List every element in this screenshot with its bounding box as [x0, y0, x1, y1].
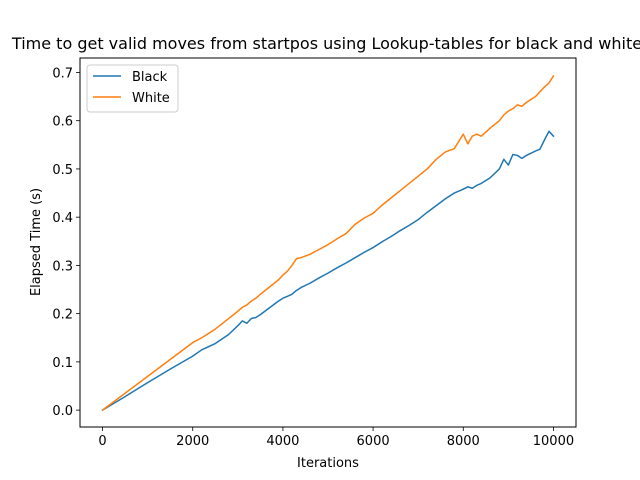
- plot-frame: [79, 57, 577, 428]
- series-line-white: [101, 74, 555, 412]
- y-tick-label: 0.1: [52, 356, 73, 371]
- x-tick-label: 8000: [447, 434, 480, 449]
- y-tick-label: 0.5: [52, 163, 73, 178]
- series-layer: [101, 74, 555, 412]
- y-tick-label: 0.2: [52, 308, 73, 323]
- legend: Black White: [86, 64, 179, 113]
- x-tick-label: 6000: [357, 434, 390, 449]
- y-axis-label: Elapsed Time (s): [29, 188, 44, 296]
- x-tick-label: 0: [98, 434, 106, 449]
- x-tick-label: 10000: [533, 434, 574, 449]
- y-axis: 0.0 0.1 0.2 0.3 0.4 0.5 0.6 0.7: [52, 66, 80, 419]
- y-tick-label: 0.3: [52, 259, 73, 274]
- chart-title: Time to get valid moves from startpos us…: [11, 34, 640, 53]
- y-tick-label: 0.6: [52, 115, 73, 130]
- series-line-black: [101, 130, 555, 412]
- y-tick-label: 0.0: [52, 404, 73, 419]
- y-tick-label: 0.4: [52, 211, 73, 226]
- legend-label-black: Black: [132, 70, 168, 85]
- x-axis-label: Iterations: [297, 456, 359, 471]
- legend-label-white: White: [132, 91, 170, 106]
- y-tick-label: 0.7: [52, 66, 73, 81]
- x-axis: 0 2000 4000 6000 8000 10000: [98, 427, 574, 449]
- x-tick-label: 2000: [176, 434, 209, 449]
- x-tick-label: 4000: [266, 434, 299, 449]
